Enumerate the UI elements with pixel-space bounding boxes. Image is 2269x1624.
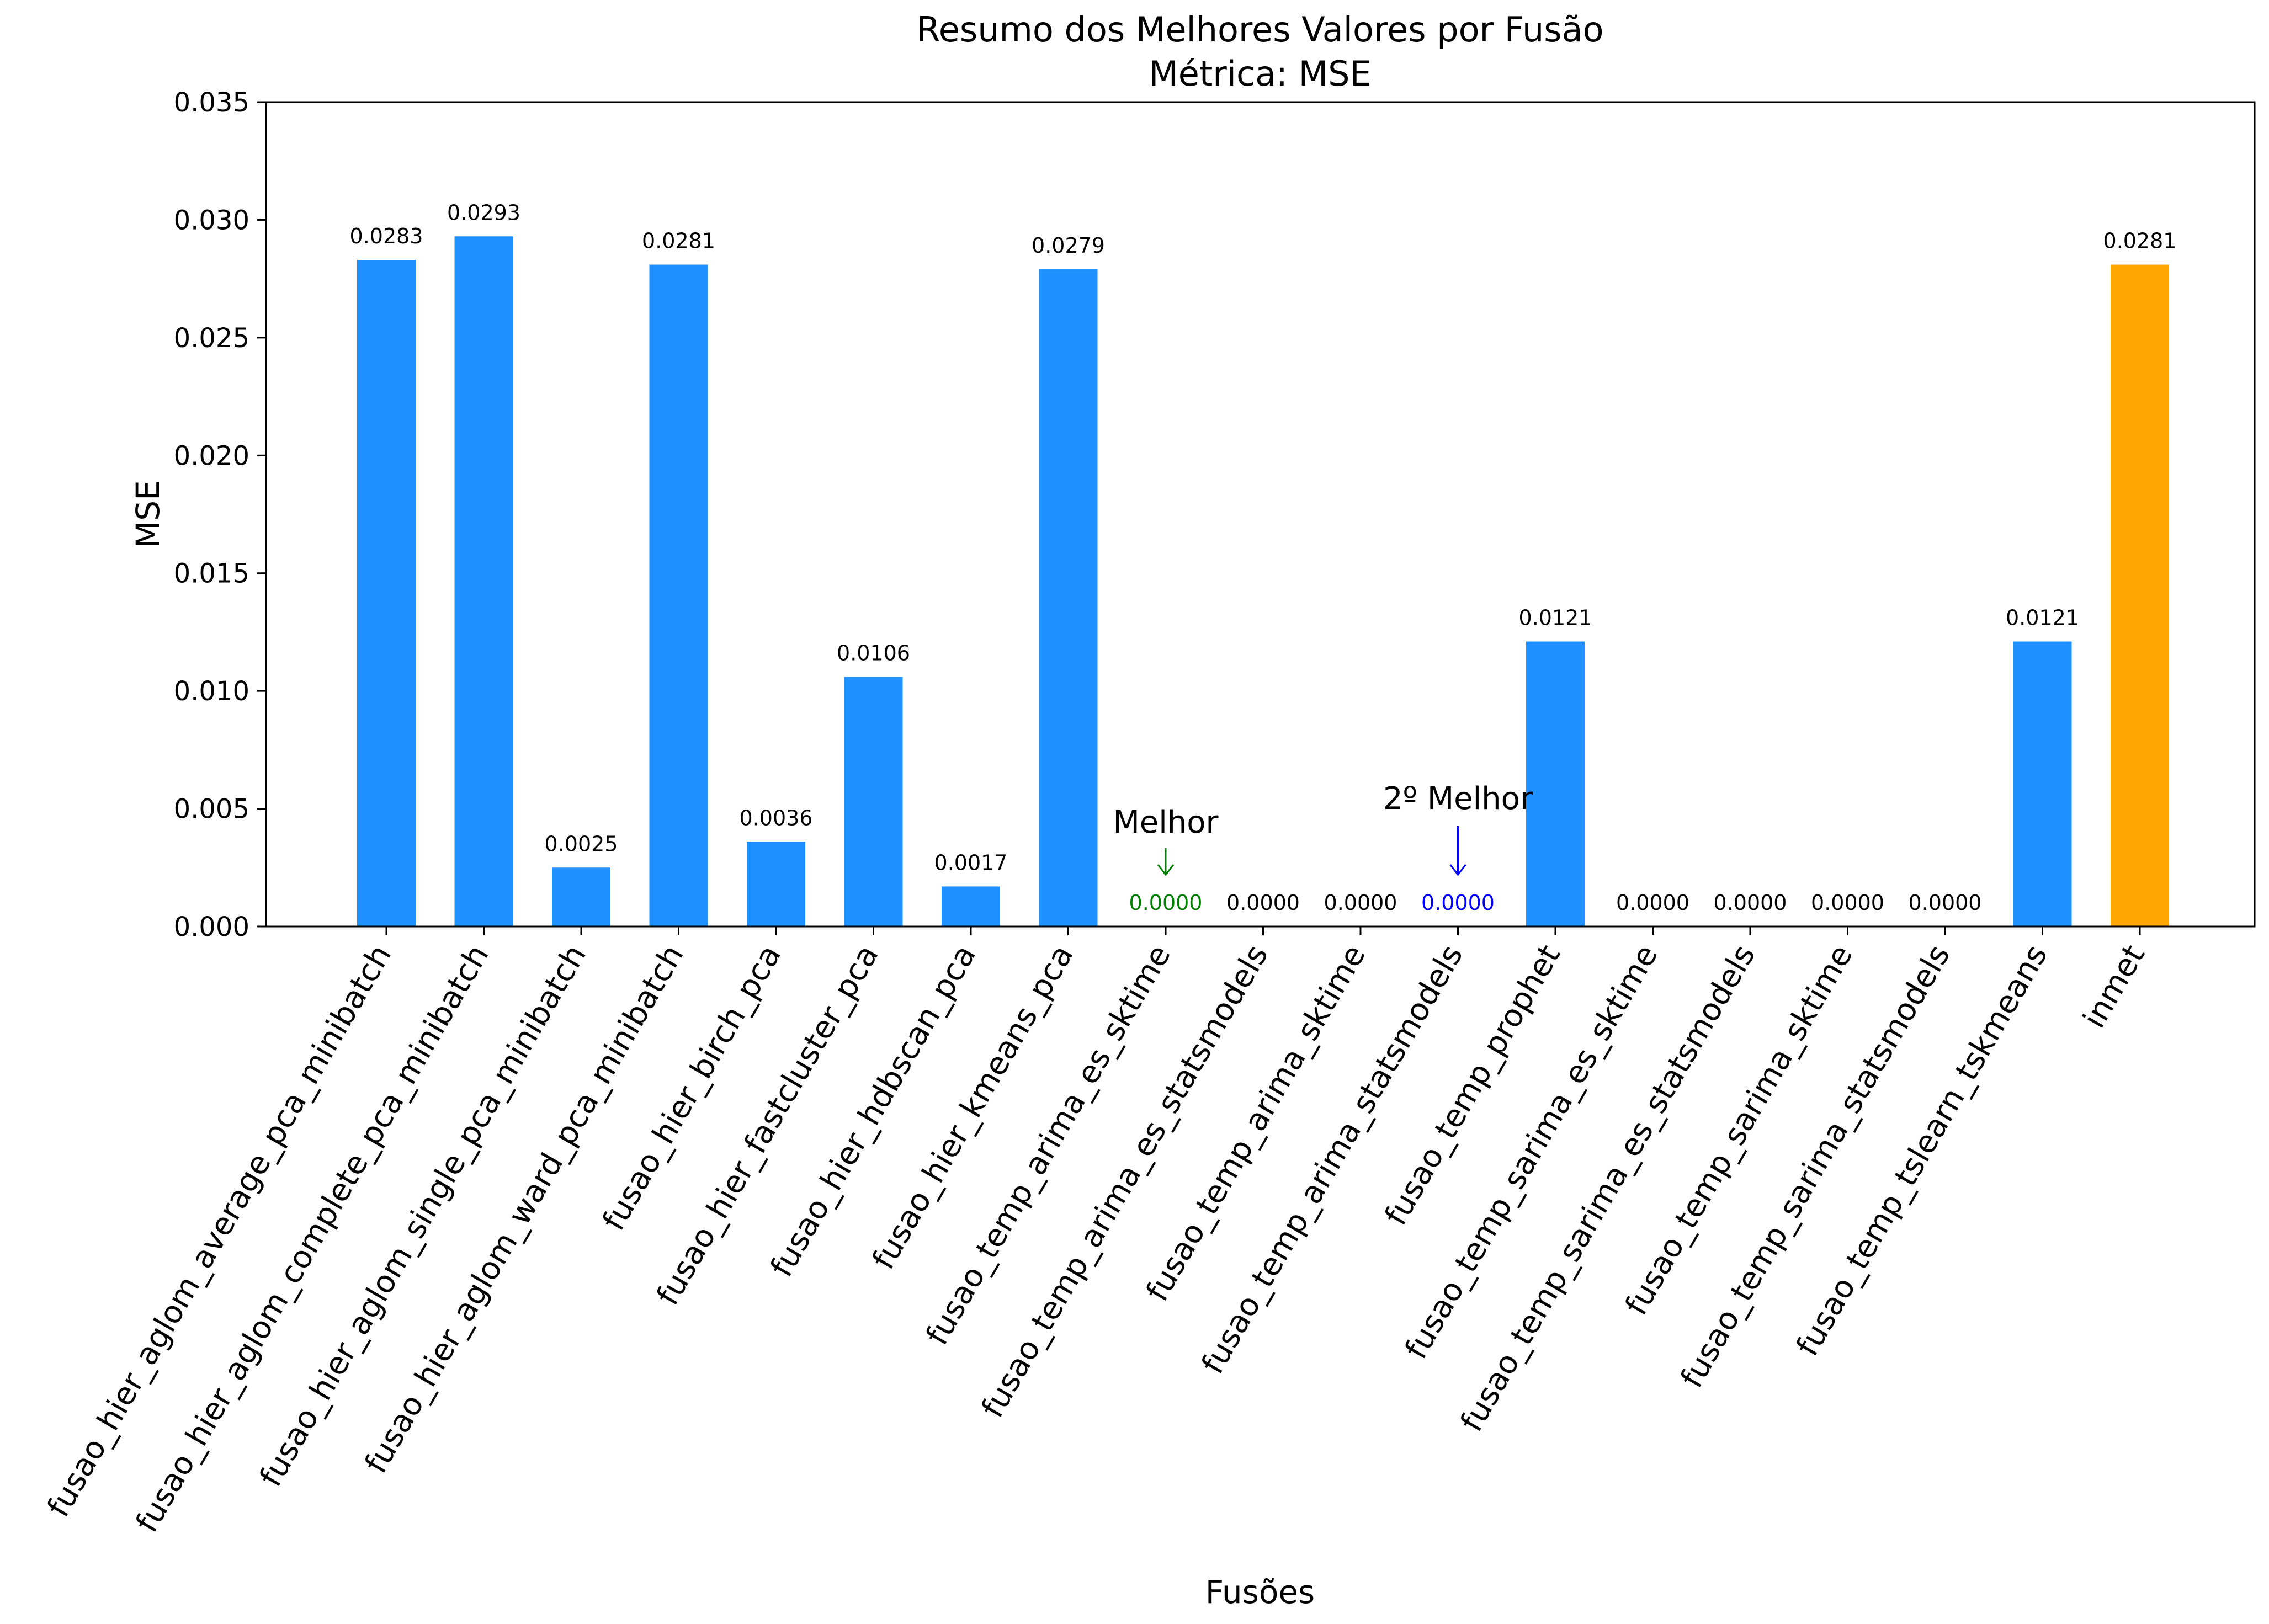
y-axis: 0.000 0.005 0.010 0.015 0.020 0.025 0.030 0.035 xyxy=(174,87,266,943)
y-tick-label: 0.000 xyxy=(174,912,249,943)
value-label: 0.0000 xyxy=(1714,891,1787,915)
bar-fusao-temp-tslearn-tskmeans xyxy=(2013,641,2072,927)
value-label: 0.0000 xyxy=(1129,891,1203,915)
value-label: 0.0106 xyxy=(837,641,910,665)
value-label: 0.0000 xyxy=(1421,891,1495,915)
y-tick-label: 0.035 xyxy=(174,87,249,118)
value-label: 0.0000 xyxy=(1226,891,1300,915)
y-axis-label: MSE xyxy=(129,480,167,549)
bar-inmet xyxy=(2111,264,2169,927)
y-tick-label: 0.025 xyxy=(174,323,249,354)
bars-group xyxy=(357,236,2169,927)
value-label: 0.0036 xyxy=(740,806,813,830)
y-tick-label: 0.010 xyxy=(174,676,249,707)
value-label: 0.0283 xyxy=(350,224,423,248)
bar-fusao-hier-fastcluster-pca xyxy=(844,677,903,927)
value-labels-group: 0.0283 0.0293 0.0025 0.0281 0.0036 0.0106 0.00… xyxy=(350,200,2177,915)
value-label: 0.0000 xyxy=(1324,891,1397,915)
y-tick-label: 0.030 xyxy=(174,205,249,236)
annotation-label: Melhor xyxy=(1113,805,1219,840)
value-label: 0.0121 xyxy=(2006,606,2079,630)
bar-fusao-hier-hdbscan-pca xyxy=(942,886,1000,927)
annotation-arrow xyxy=(1449,826,1466,876)
y-tick-label: 0.020 xyxy=(174,440,249,471)
bar-fusao-hier-kmeans-pca xyxy=(1039,269,1098,927)
bar-fusao-hier-aglom-single-pca-minibatch xyxy=(552,867,610,927)
annotation-arrow xyxy=(1157,848,1175,876)
annotation-label: 2º Melhor xyxy=(1383,781,1533,817)
y-tick-label: 0.005 xyxy=(174,794,249,825)
value-label: 0.0017 xyxy=(934,850,1008,875)
value-label: 0.0279 xyxy=(1032,233,1105,258)
chart-subtitle: Métrica: MSE xyxy=(1149,54,1371,94)
x-axis-label: Fusões xyxy=(1205,1573,1315,1611)
value-label: 0.0281 xyxy=(642,229,715,253)
bar-fusao-hier-aglom-ward-pca-minibatch xyxy=(649,264,708,927)
value-label: 0.0025 xyxy=(545,832,618,856)
value-label: 0.0000 xyxy=(1811,891,1884,915)
chart-title: Resumo dos Melhores Valores por Fusão xyxy=(916,9,1603,50)
bar-fusao-hier-aglom-average-pca-minibatch xyxy=(357,259,416,927)
value-label: 0.0293 xyxy=(447,200,520,225)
value-label: 0.0121 xyxy=(1519,606,1592,630)
y-tick-label: 0.015 xyxy=(174,558,249,589)
bar-fusao-hier-aglom-complete-pca-minibatch xyxy=(454,236,513,927)
value-label: 0.0281 xyxy=(2103,229,2177,253)
plot-frame xyxy=(265,101,2256,928)
value-label: 0.0000 xyxy=(1909,891,1982,915)
annotations-group: Melhor 2º Melhor xyxy=(1113,781,1533,876)
value-label: 0.0000 xyxy=(1616,891,1689,915)
bar-fusao-temp-prophet xyxy=(1526,641,1585,927)
bar-fusao-hier-birch-pca xyxy=(747,842,805,927)
